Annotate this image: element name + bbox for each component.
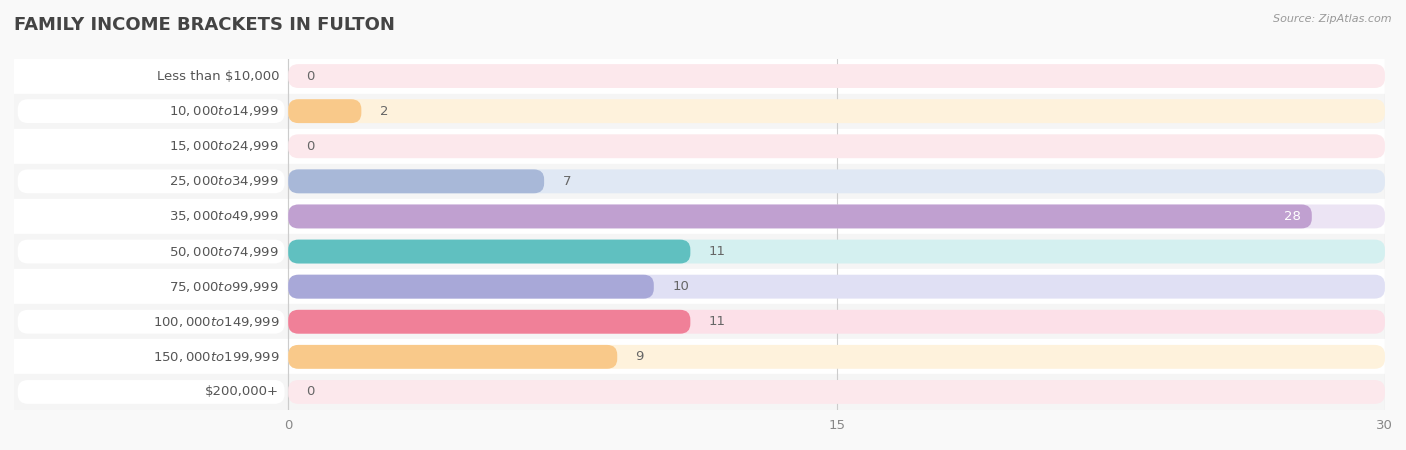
Bar bbox=[14, 339, 1385, 374]
Text: 7: 7 bbox=[562, 175, 571, 188]
Bar bbox=[14, 374, 1385, 410]
Text: Less than $10,000: Less than $10,000 bbox=[156, 70, 278, 82]
Bar bbox=[14, 199, 1385, 234]
FancyBboxPatch shape bbox=[288, 204, 1312, 229]
FancyBboxPatch shape bbox=[18, 274, 284, 299]
Text: 0: 0 bbox=[307, 70, 315, 82]
FancyBboxPatch shape bbox=[18, 134, 284, 158]
FancyBboxPatch shape bbox=[18, 99, 284, 123]
FancyBboxPatch shape bbox=[288, 64, 1385, 88]
Text: $100,000 to $149,999: $100,000 to $149,999 bbox=[153, 315, 278, 329]
FancyBboxPatch shape bbox=[288, 274, 654, 299]
FancyBboxPatch shape bbox=[18, 64, 284, 88]
FancyBboxPatch shape bbox=[288, 310, 1385, 334]
FancyBboxPatch shape bbox=[288, 310, 690, 334]
FancyBboxPatch shape bbox=[18, 345, 284, 369]
Text: 28: 28 bbox=[1284, 210, 1301, 223]
Bar bbox=[14, 304, 1385, 339]
FancyBboxPatch shape bbox=[18, 310, 284, 334]
Text: $75,000 to $99,999: $75,000 to $99,999 bbox=[169, 279, 278, 294]
Bar bbox=[14, 269, 1385, 304]
Text: $35,000 to $49,999: $35,000 to $49,999 bbox=[169, 209, 278, 224]
FancyBboxPatch shape bbox=[18, 169, 284, 194]
Text: $150,000 to $199,999: $150,000 to $199,999 bbox=[153, 350, 278, 364]
FancyBboxPatch shape bbox=[288, 345, 1385, 369]
Text: 9: 9 bbox=[636, 351, 644, 363]
Bar bbox=[14, 94, 1385, 129]
Text: $15,000 to $24,999: $15,000 to $24,999 bbox=[169, 139, 278, 153]
Text: 2: 2 bbox=[380, 105, 388, 117]
Bar bbox=[14, 234, 1385, 269]
FancyBboxPatch shape bbox=[288, 169, 544, 194]
FancyBboxPatch shape bbox=[288, 169, 1385, 194]
FancyBboxPatch shape bbox=[288, 274, 1385, 299]
FancyBboxPatch shape bbox=[288, 204, 1385, 229]
Text: FAMILY INCOME BRACKETS IN FULTON: FAMILY INCOME BRACKETS IN FULTON bbox=[14, 16, 395, 34]
Text: $200,000+: $200,000+ bbox=[205, 386, 278, 398]
FancyBboxPatch shape bbox=[288, 345, 617, 369]
FancyBboxPatch shape bbox=[288, 380, 1385, 404]
Text: $10,000 to $14,999: $10,000 to $14,999 bbox=[169, 104, 278, 118]
Text: Source: ZipAtlas.com: Source: ZipAtlas.com bbox=[1274, 14, 1392, 23]
FancyBboxPatch shape bbox=[18, 380, 284, 404]
Text: 0: 0 bbox=[307, 386, 315, 398]
FancyBboxPatch shape bbox=[288, 99, 1385, 123]
FancyBboxPatch shape bbox=[18, 239, 284, 264]
Text: 0: 0 bbox=[307, 140, 315, 153]
FancyBboxPatch shape bbox=[288, 134, 1385, 158]
Text: $25,000 to $34,999: $25,000 to $34,999 bbox=[169, 174, 278, 189]
Bar bbox=[14, 129, 1385, 164]
Text: 11: 11 bbox=[709, 315, 725, 328]
FancyBboxPatch shape bbox=[288, 239, 690, 264]
Bar bbox=[14, 58, 1385, 94]
FancyBboxPatch shape bbox=[18, 204, 284, 229]
Bar bbox=[14, 164, 1385, 199]
Text: 10: 10 bbox=[672, 280, 689, 293]
FancyBboxPatch shape bbox=[288, 99, 361, 123]
FancyBboxPatch shape bbox=[288, 239, 1385, 264]
Text: $50,000 to $74,999: $50,000 to $74,999 bbox=[169, 244, 278, 259]
Text: 11: 11 bbox=[709, 245, 725, 258]
